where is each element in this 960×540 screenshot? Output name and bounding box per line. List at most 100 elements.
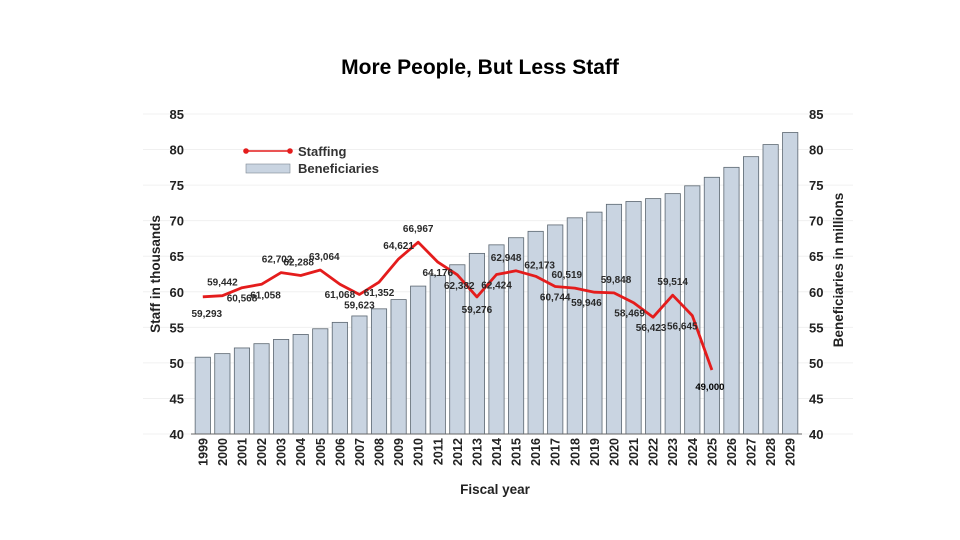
x-tick-label: 2008: [373, 438, 387, 466]
legend: Staffing Beneficiaries: [243, 144, 379, 176]
line-series-staffing: [202, 240, 714, 371]
y-tick-label-left: 80: [170, 143, 184, 158]
legend-label-beneficiaries: Beneficiaries: [298, 161, 379, 176]
x-tick-label: 1999: [196, 438, 210, 466]
data-label: 60,744: [540, 293, 571, 304]
data-label: 62,288: [283, 258, 314, 269]
bar: [351, 315, 368, 435]
bar: [703, 176, 720, 435]
data-label: 62,702: [262, 255, 293, 266]
data-label: 61,352: [364, 288, 395, 299]
bar: [331, 321, 348, 435]
data-label: 59,623: [344, 301, 375, 312]
bar: [390, 299, 407, 435]
data-label: 64,621: [383, 241, 414, 252]
x-tick-label: 2003: [275, 438, 289, 466]
y-tick-label-right: 45: [809, 391, 823, 406]
data-label: 66,967: [403, 224, 434, 235]
x-tick-label: 2009: [392, 438, 406, 466]
data-label: 56,645: [667, 322, 698, 333]
data-label: 60,519: [552, 270, 583, 281]
bar: [547, 224, 564, 435]
axes: 40 40 45 45 50 50 55 55 60 60 65 65 70 70 75 75 80 80 85 85…: [170, 107, 824, 466]
bar: [429, 275, 446, 435]
x-tick-label: 2029: [784, 438, 798, 466]
data-label: 61,068: [325, 290, 356, 301]
data-label: 49,000: [695, 382, 724, 393]
y-tick-label-right: 65: [809, 249, 823, 264]
x-tick-label: 2015: [510, 438, 524, 466]
y-tick-label-left: 65: [170, 249, 184, 264]
data-label: 59,848: [601, 275, 632, 286]
x-tick-label: 2020: [607, 438, 621, 466]
bar: [782, 132, 799, 435]
y-tick-label-left: 50: [170, 356, 184, 371]
x-tick-label: 2024: [686, 438, 700, 466]
bar: [292, 334, 309, 435]
y-tick-label-right: 85: [809, 107, 823, 122]
y-tick-label-right: 75: [809, 178, 823, 193]
legend-beneficiaries-swatch: [245, 163, 291, 174]
x-tick-label: 2018: [568, 438, 582, 466]
bar: [664, 193, 681, 435]
x-tick-label: 2019: [588, 438, 602, 466]
data-label: 59,276: [462, 305, 493, 316]
bar: [508, 237, 525, 435]
bar-series-beneficiaries: [194, 132, 799, 435]
y-axis-label-right: Beneficiaries in millions: [831, 193, 846, 348]
y-axis-label-left: Staff in thousands: [148, 215, 163, 333]
x-tick-label: 2002: [255, 438, 269, 466]
x-tick-label: 2023: [666, 438, 680, 466]
data-label: 63,064: [309, 252, 340, 263]
data-label: 62,424: [481, 281, 512, 292]
y-tick-label-right: 80: [809, 143, 823, 158]
data-label: 62,382: [444, 281, 475, 292]
y-tick-label-right: 55: [809, 320, 823, 335]
x-tick-label: 2000: [216, 438, 230, 466]
bar: [566, 217, 583, 435]
bar: [743, 156, 760, 435]
data-label: 64,176: [423, 268, 454, 279]
bar: [253, 343, 270, 435]
bar: [762, 144, 779, 435]
x-tick-label: 2013: [470, 438, 484, 466]
data-label: 61,058: [250, 290, 281, 301]
legend-staffing-dot: [243, 148, 249, 154]
x-tick-label: 2011: [431, 438, 445, 465]
x-tick-label: 2010: [412, 438, 426, 466]
y-tick-label-right: 60: [809, 285, 823, 300]
y-tick-label-right: 70: [809, 214, 823, 229]
bar: [214, 353, 231, 435]
y-tick-label-left: 40: [170, 427, 184, 442]
bar: [723, 166, 740, 435]
x-tick-label: 2014: [490, 438, 504, 466]
y-tick-label-left: 85: [170, 107, 184, 122]
bar: [370, 308, 388, 435]
y-tick-label-right: 40: [809, 427, 823, 442]
data-label: 62,173: [524, 260, 555, 271]
bar: [273, 339, 290, 435]
bar: [233, 347, 250, 435]
y-tick-label-left: 60: [170, 285, 184, 300]
x-tick-label: 2027: [745, 438, 759, 466]
x-tick-label: 2022: [647, 438, 661, 466]
staffing-line: [202, 240, 714, 371]
x-tick-label: 2025: [705, 438, 719, 466]
data-label: 59,946: [571, 298, 602, 309]
y-tick-label-left: 75: [170, 178, 184, 193]
bar: [410, 285, 427, 435]
x-tick-label: 2021: [627, 438, 641, 466]
x-tick-label: 2017: [549, 438, 563, 466]
data-label: 59,293: [192, 309, 223, 320]
x-tick-label: 2006: [333, 438, 347, 466]
x-axis-label: Fiscal year: [460, 482, 531, 497]
x-tick-label: 2007: [353, 438, 367, 466]
y-tick-label-right: 50: [809, 356, 823, 371]
data-label: 59,442: [207, 278, 238, 289]
y-tick-label-left: 70: [170, 214, 184, 229]
y-tick-label-left: 45: [170, 391, 184, 406]
x-tick-label: 2026: [725, 438, 739, 466]
y-tick-label-left: 55: [170, 320, 184, 335]
